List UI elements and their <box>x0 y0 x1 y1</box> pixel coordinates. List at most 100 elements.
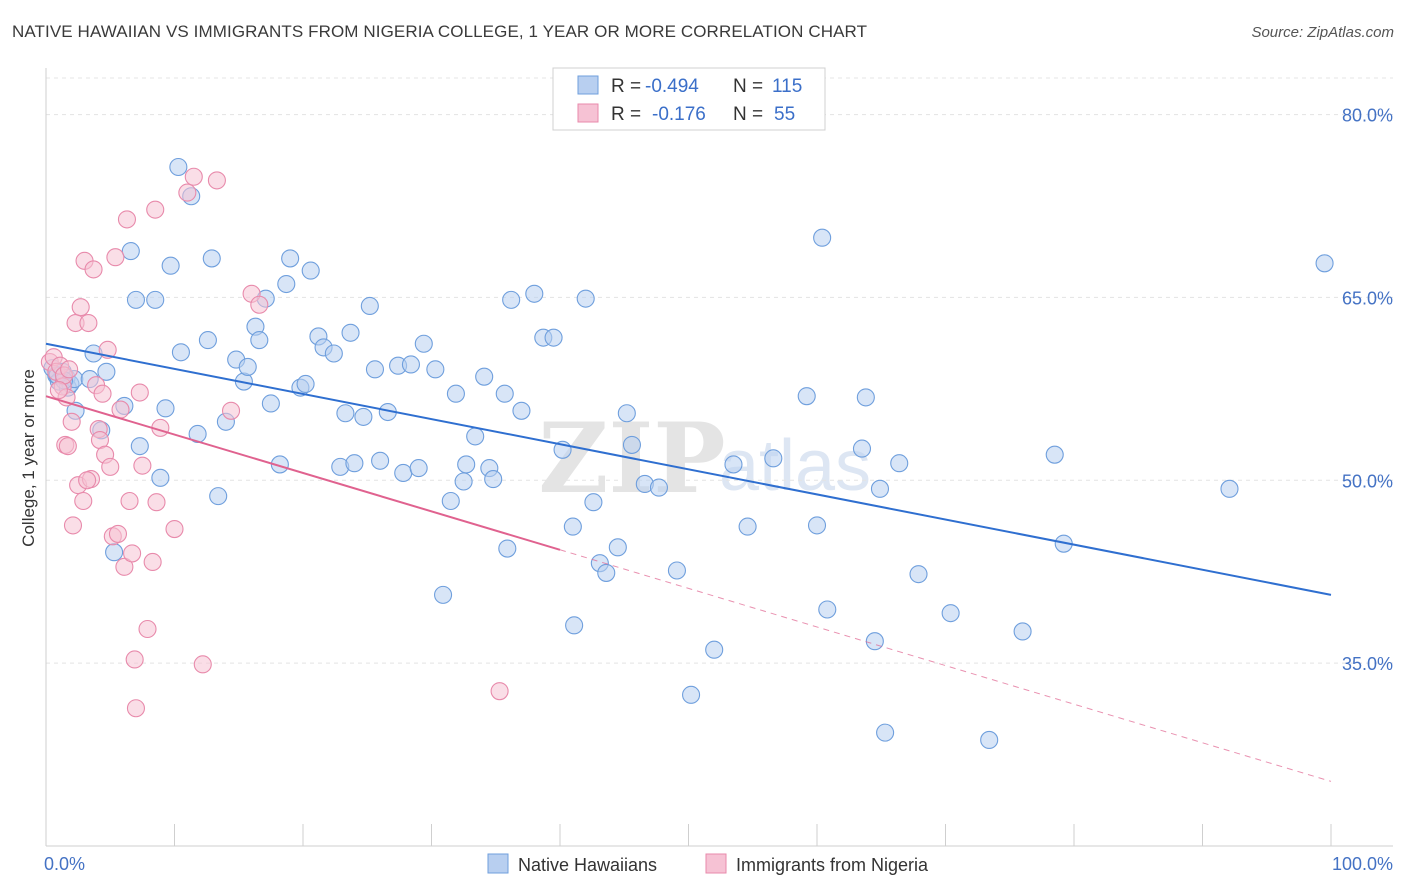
native-hawaiian-point-38 <box>277 274 296 294</box>
legend-n-value-2: 55 <box>774 104 795 125</box>
x-tick-label-0: 0.0% <box>44 854 85 874</box>
native-hawaiian-point-56 <box>394 463 413 483</box>
legend-r-value-1: -0.494 <box>645 76 699 97</box>
native-hawaiian-point-69 <box>484 470 503 489</box>
native-hawaiian-point-26 <box>198 331 217 350</box>
nigeria-point-10 <box>62 412 81 431</box>
native-hawaiian-point-22 <box>171 343 190 362</box>
native-hawaiian-point-63 <box>446 384 465 403</box>
nigeria-point-30 <box>111 400 130 419</box>
nigeria-point-37 <box>130 383 149 402</box>
series-1 <box>40 167 509 718</box>
legend-swatch-nigeria <box>577 103 599 123</box>
native-hawaiian-point-86 <box>622 435 642 454</box>
bottom-legend-swatch-nigeria <box>705 853 727 874</box>
native-hawaiian-point-17 <box>121 242 140 261</box>
native-hawaiian-point-19 <box>151 468 170 487</box>
nigeria-point-34 <box>123 544 142 563</box>
native-hawaiian-point-45 <box>324 344 343 363</box>
nigeria-point-49 <box>221 401 241 420</box>
legend-r-label-1: R = <box>611 76 641 97</box>
nigeria-point-7 <box>60 360 79 379</box>
trend-lines <box>45 342 1332 782</box>
native-hawaiian-point-61 <box>434 585 453 604</box>
native-hawaiian-point-51 <box>360 296 379 316</box>
native-hawaiian-point-97 <box>813 228 832 247</box>
nigeria-point-26 <box>101 457 120 476</box>
nigeria-point-19 <box>84 260 103 279</box>
legend-n-label-1: N = <box>733 76 763 97</box>
native-hawaiian-point-49 <box>345 454 364 473</box>
native-hawaiian-point-27 <box>202 249 221 268</box>
native-hawaiian-point-83 <box>597 563 616 582</box>
native-hawaiian-point-18 <box>146 290 165 309</box>
native-hawaiian-point-53 <box>371 451 390 470</box>
nigeria-point-52 <box>490 682 509 701</box>
native-hawaiian-point-59 <box>414 334 433 353</box>
nigeria-point-17 <box>79 313 98 333</box>
nigeria-point-29 <box>108 524 128 543</box>
nigeria-point-11 <box>63 516 83 535</box>
native-hawaiian-point-84 <box>608 538 627 557</box>
nigeria-point-9 <box>58 437 77 456</box>
source-label: Source: ZipAtlas.com <box>1251 24 1394 41</box>
native-hawaiian-point-65 <box>457 455 476 474</box>
native-hawaiian-point-108 <box>1013 622 1032 641</box>
native-hawaiian-point-50 <box>354 407 373 426</box>
trend-line-1 <box>45 395 561 551</box>
x-tick-label-1: 100.0% <box>1332 854 1393 874</box>
native-hawaiian-point-48 <box>341 323 360 342</box>
y-tick-label-3: 80.0% <box>1342 106 1393 126</box>
native-hawaiian-point-82 <box>584 493 603 512</box>
native-hawaiian-point-80 <box>576 289 595 308</box>
legend-n-label-2: N = <box>733 104 763 125</box>
native-hawaiian-point-42 <box>301 261 320 280</box>
native-hawaiian-point-52 <box>365 360 385 379</box>
native-hawaiian-point-112 <box>1315 254 1334 273</box>
nigeria-point-42 <box>147 493 166 512</box>
native-hawaiian-point-39 <box>281 249 300 268</box>
stats-legend: R = -0.494 N = 115 R = -0.176 N = 55 <box>552 67 826 131</box>
nigeria-point-53 <box>78 471 97 490</box>
native-hawaiian-point-99 <box>852 439 872 458</box>
native-hawaiian-point-34 <box>250 331 269 350</box>
native-hawaiian-point-47 <box>336 404 355 423</box>
native-hawaiian-point-89 <box>667 561 686 580</box>
chart-title: NATIVE HAWAIIAN VS IMMIGRANTS FROM NIGER… <box>12 22 868 41</box>
nigeria-point-48 <box>207 171 226 190</box>
trend-line-dashed-1 <box>559 549 1332 782</box>
native-hawaiian-point-20 <box>156 399 175 418</box>
native-hawaiian-point-28 <box>209 487 228 506</box>
native-hawaiian-point-32 <box>238 357 257 376</box>
native-hawaiian-point-96 <box>807 516 827 535</box>
nigeria-point-51 <box>250 295 269 314</box>
legend-r-value-2: -0.176 <box>652 104 706 125</box>
native-hawaiian-point-21 <box>161 256 180 275</box>
legend-n-value-1: 115 <box>772 76 802 97</box>
native-hawaiian-point-15 <box>126 290 145 309</box>
native-hawaiian-point-41 <box>296 374 315 394</box>
native-hawaiian-point-102 <box>870 479 890 498</box>
native-hawaiian-point-88 <box>649 478 668 497</box>
native-hawaiian-point-104 <box>890 454 909 473</box>
trend-line-0 <box>45 342 1332 596</box>
native-hawaiian-point-73 <box>512 401 531 420</box>
nigeria-point-28 <box>106 248 125 267</box>
bottom-legend-swatch-native-hawaiians <box>487 853 509 874</box>
bottom-legend-label-native-hawaiians: Native Hawaiians <box>518 855 657 875</box>
native-hawaiian-point-66 <box>466 427 485 446</box>
native-hawaiian-point-79 <box>565 616 584 635</box>
native-hawaiian-point-12 <box>97 362 116 381</box>
native-hawaiian-point-67 <box>475 367 494 386</box>
native-hawaiian-point-109 <box>1045 445 1064 464</box>
legend-r-label-2: R = <box>611 104 641 125</box>
native-hawaiian-point-72 <box>502 290 521 309</box>
series-legend: Native Hawaiians Immigrants from Nigeria <box>487 853 929 875</box>
native-hawaiian-point-58 <box>409 459 428 478</box>
native-hawaiian-point-91 <box>705 640 724 659</box>
native-hawaiian-point-92 <box>724 455 743 474</box>
nigeria-point-47 <box>193 655 212 674</box>
y-tick-labels: 35.0% 50.0% 65.0% 80.0% <box>1342 106 1393 675</box>
native-hawaiian-point-100 <box>856 388 875 407</box>
